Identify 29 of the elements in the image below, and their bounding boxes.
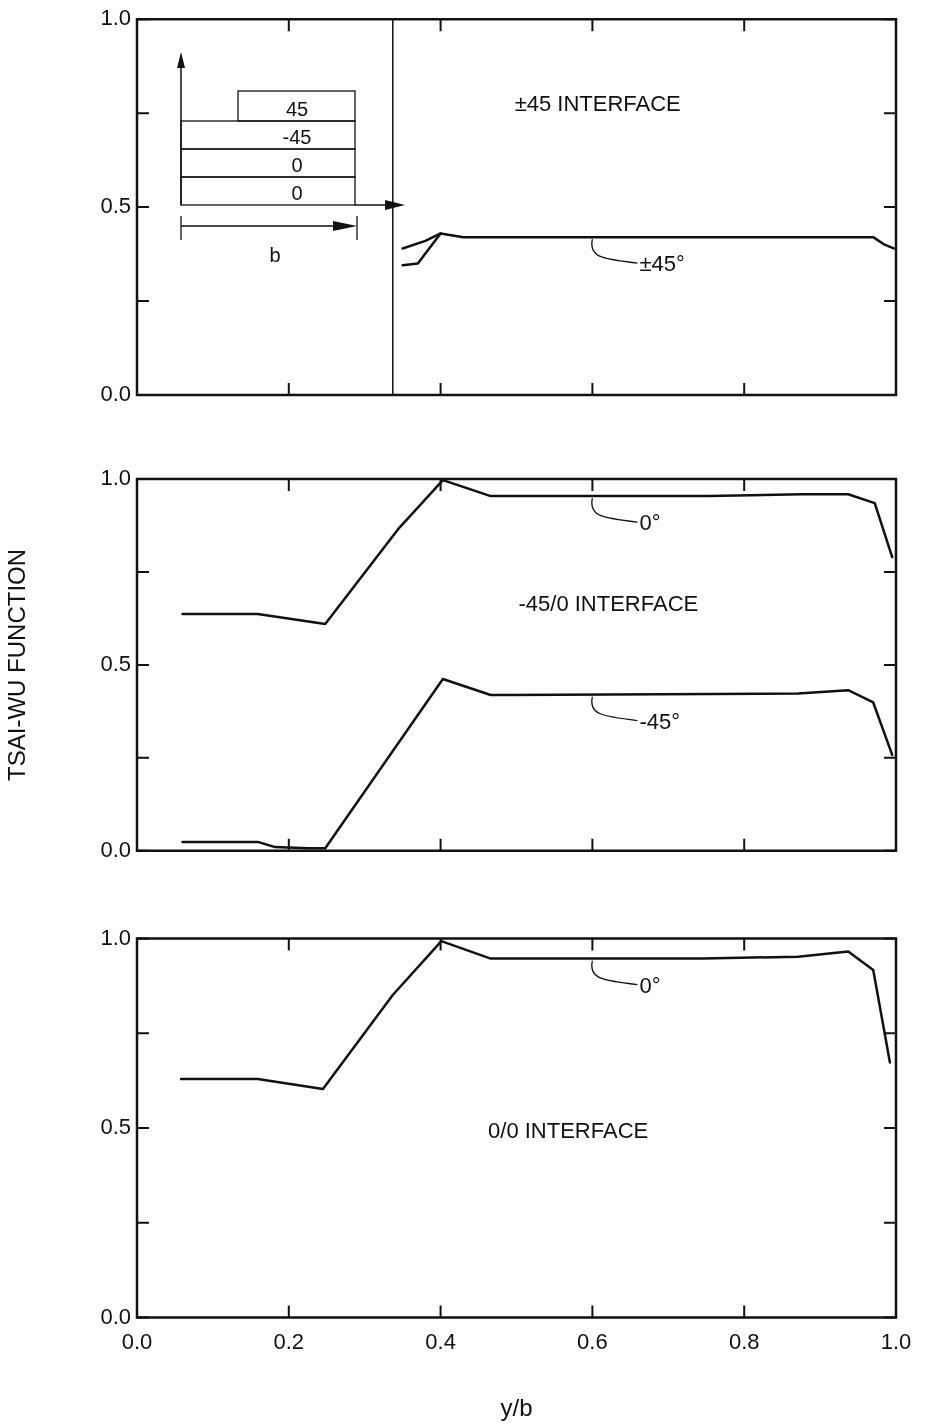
legend-label: 0° <box>639 510 661 536</box>
x-axis-title: y/b <box>500 1394 533 1422</box>
y-tick-label: 0.5 <box>100 1114 131 1140</box>
y-tick-label: 0.0 <box>100 1303 131 1329</box>
annotation: ±45 INTERFACE <box>514 90 681 116</box>
y-tick-label: 0.5 <box>100 193 131 219</box>
y-tick-label: 0.5 <box>100 650 131 676</box>
y-tick-label: 1.0 <box>100 924 131 950</box>
legend-label: -45° <box>639 708 681 734</box>
annotation: 0 <box>291 154 303 176</box>
annotation: 0 <box>291 182 303 204</box>
legend-label: 0° <box>639 972 661 998</box>
x-tick-label: 0.8 <box>728 1328 760 1354</box>
x-tick-label: 0.4 <box>425 1328 456 1354</box>
y-tick-label: 0.0 <box>100 381 131 407</box>
annotation: 45 <box>285 98 309 120</box>
annotation: b <box>269 244 281 266</box>
y-tick-label: 1.0 <box>100 465 131 491</box>
y-tick-label: 0.0 <box>100 836 131 862</box>
annotation: 0/0 INTERFACE <box>488 1117 649 1143</box>
x-tick-label: 0.6 <box>577 1328 608 1354</box>
y-tick-label: 1.0 <box>100 5 131 31</box>
legend-label: ±45° <box>639 251 685 277</box>
y-axis-title: TSAI-WU FUNCTION <box>3 548 31 781</box>
annotation: -45 <box>282 126 312 148</box>
x-tick-label: 0.0 <box>121 1328 153 1354</box>
annotation: -45/0 INTERFACE <box>518 591 699 617</box>
x-tick-label: 0.2 <box>273 1328 305 1354</box>
x-tick-label: 1.0 <box>880 1328 912 1354</box>
